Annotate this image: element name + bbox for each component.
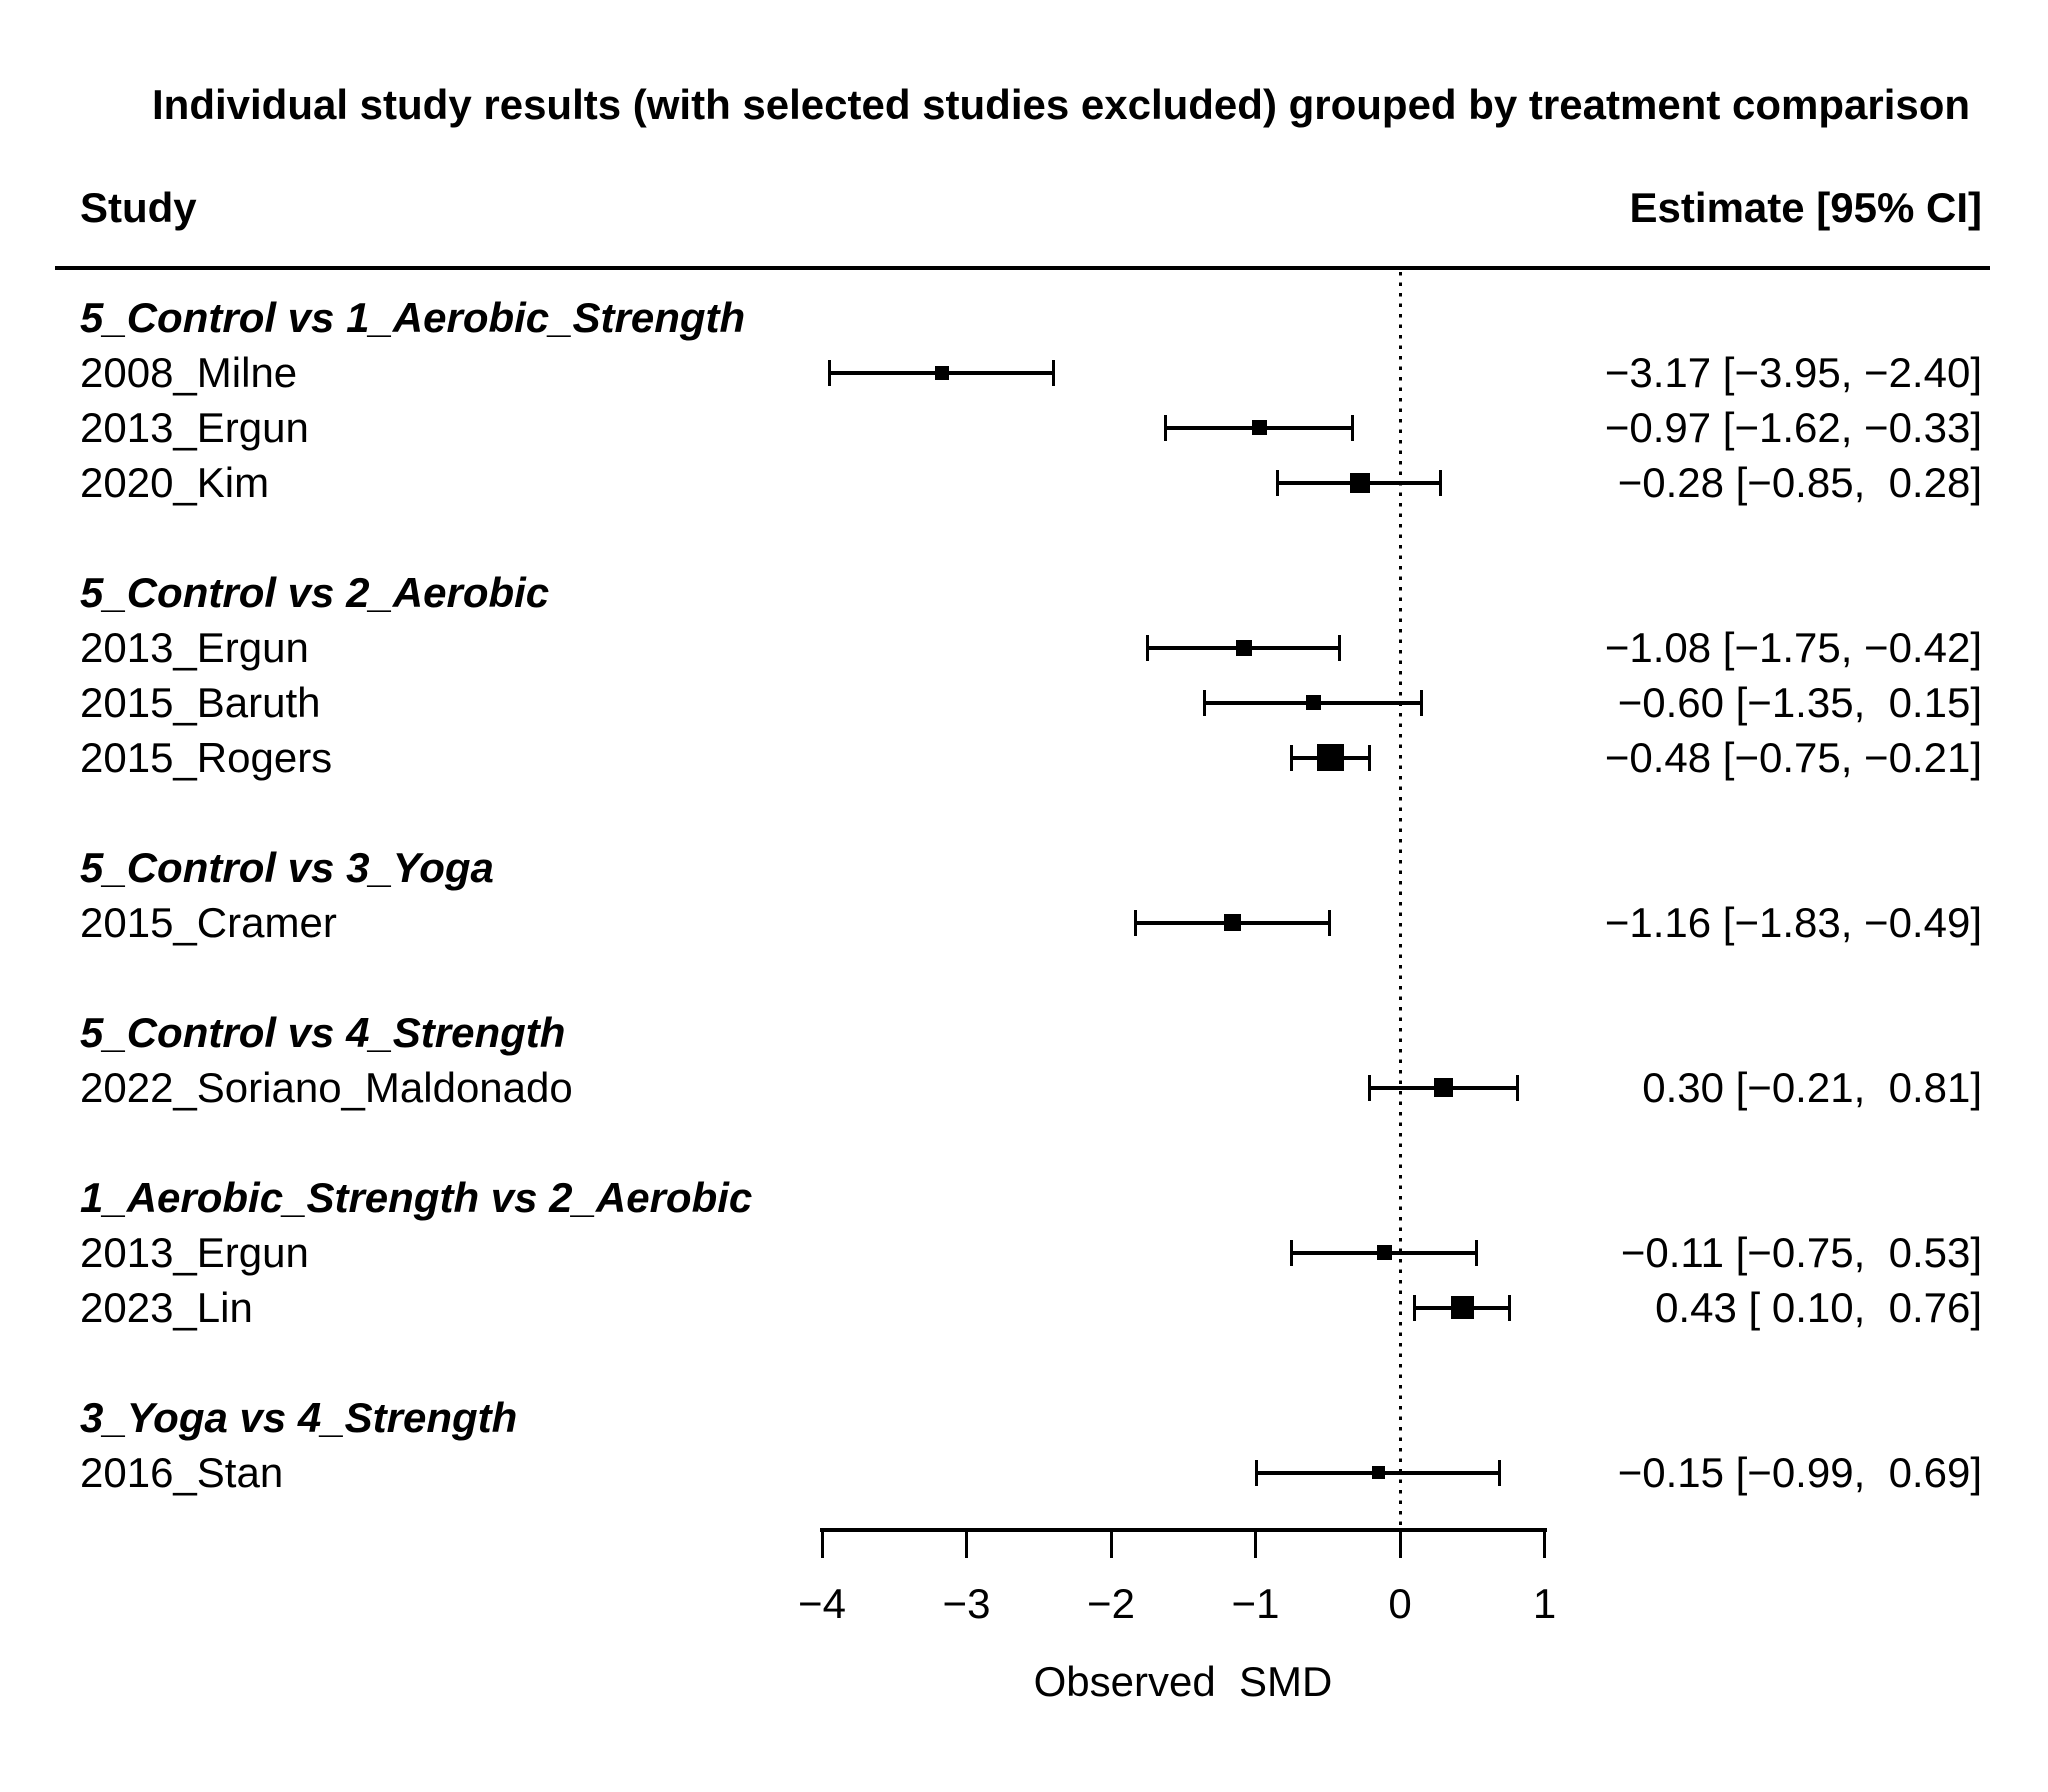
zero-reference-line — [1398, 272, 1402, 1528]
ci-cap-left — [827, 359, 831, 386]
estimate-text: −0.97 [−1.62, −0.33] — [1604, 404, 1982, 451]
study-label: 2015_Baruth — [80, 679, 321, 726]
estimate-text: −0.48 [−0.75, −0.21] — [1604, 734, 1982, 781]
estimate-text: −0.28 [−0.85, 0.28] — [1617, 459, 1982, 506]
x-axis-line — [820, 1528, 1547, 1532]
ci-cap-left — [1290, 744, 1294, 771]
column-header-estimate: Estimate [95% CI] — [1629, 184, 1982, 231]
point-estimate-square — [934, 365, 949, 380]
group-row: 1_Aerobic_Strength vs 2_Aerobic — [0, 1170, 2048, 1225]
study-row: 2015_Baruth −0.60 [−1.35, 0.15] — [0, 675, 2048, 730]
study-label: 2016_Stan — [80, 1449, 284, 1496]
study-label: 2013_Ergun — [80, 404, 309, 451]
ci-cap-left — [1412, 1294, 1416, 1321]
study-row: 2008_Milne −3.17 [−3.95, −2.40] — [0, 345, 2048, 400]
x-axis-tick-label: 1 — [1532, 1580, 1557, 1627]
x-axis-tick — [965, 1530, 968, 1558]
estimate-text: 0.43 [ 0.10, 0.76] — [1655, 1284, 1982, 1331]
study-label: 2013_Ergun — [80, 624, 309, 671]
point-estimate-square — [1371, 1466, 1385, 1479]
group-header-label: 3_Yoga vs 4_Strength — [80, 1394, 518, 1441]
group-row: 5_Control vs 3_Yoga — [0, 840, 2048, 895]
point-estimate-square — [1450, 1296, 1474, 1319]
study-row: 2023_Lin 0.43 [ 0.10, 0.76] — [0, 1280, 2048, 1335]
study-label: 2008_Milne — [80, 349, 298, 396]
ci-cap-left — [1368, 1074, 1372, 1101]
study-row: 2015_Rogers −0.48 [−0.75, −0.21] — [0, 730, 2048, 785]
study-label: 2015_Rogers — [80, 734, 333, 781]
x-axis-title: Observed SMD — [1033, 1658, 1333, 1705]
study-row: 2020_Kim −0.28 [−0.85, 0.28] — [0, 455, 2048, 510]
x-axis-tick-label: 0 — [1388, 1580, 1412, 1627]
group-header-label: 1_Aerobic_Strength vs 2_Aerobic — [80, 1174, 753, 1221]
ci-cap-right — [1337, 634, 1341, 661]
ci-cap-left — [1255, 1459, 1259, 1486]
x-axis-tick-label: −3 — [942, 1580, 991, 1627]
study-row: 2015_Cramer −1.16 [−1.83, −0.49] — [0, 895, 2048, 950]
group-row: 3_Yoga vs 4_Strength — [0, 1390, 2048, 1445]
ci-cap-left — [1134, 909, 1138, 936]
estimate-text: −0.15 [−0.99, 0.69] — [1617, 1449, 1982, 1496]
estimate-text: −3.17 [−3.95, −2.40] — [1604, 349, 1982, 396]
study-label: 2023_Lin — [80, 1284, 253, 1331]
ci-cap-left — [1145, 634, 1149, 661]
estimate-text: −0.11 [−0.75, 0.53] — [1620, 1229, 1982, 1276]
x-axis-tick — [820, 1530, 824, 1558]
group-header-label: 5_Control vs 3_Yoga — [80, 844, 494, 891]
figure-title: Individual study results (with selected … — [152, 81, 1971, 128]
estimate-text: −1.16 [−1.83, −0.49] — [1604, 899, 1982, 946]
point-estimate-square — [1349, 472, 1370, 493]
group-row: 5_Control vs 4_Strength — [0, 1005, 2048, 1060]
column-header-study: Study — [80, 184, 197, 231]
group-header-label: 5_Control vs 4_Strength — [80, 1009, 566, 1056]
group-header-label: 5_Control vs 1_Aerobic_Strength — [80, 294, 746, 341]
x-axis-tick-label: −1 — [1231, 1580, 1280, 1627]
ci-cap-right — [1327, 909, 1331, 936]
x-axis-tick — [1398, 1530, 1402, 1558]
estimate-text: −0.60 [−1.35, 0.15] — [1617, 679, 1982, 726]
study-label: 2022_Soriano_Maldonado — [80, 1064, 573, 1111]
ci-cap-right — [1508, 1294, 1512, 1321]
study-label: 2015_Cramer — [80, 899, 337, 946]
group-row: 5_Control vs 2_Aerobic — [0, 565, 2048, 620]
ci-cap-right — [1368, 744, 1372, 771]
x-axis-tick-label: −2 — [1087, 1580, 1135, 1627]
estimate-text: −1.08 [−1.75, −0.42] — [1604, 624, 1982, 671]
ci-cap-left — [1203, 689, 1207, 716]
x-axis-tick — [1109, 1530, 1113, 1558]
ci-cap-right — [1350, 414, 1354, 441]
study-row: 2013_Ergun −1.08 [−1.75, −0.42] — [0, 620, 2048, 675]
point-estimate-square — [1433, 1078, 1453, 1097]
ci-cap-left — [1275, 469, 1279, 496]
study-row: 2013_Ergun −0.97 [−1.62, −0.33] — [0, 400, 2048, 455]
ci-cap-right — [1438, 469, 1442, 496]
study-row: 2016_Stan −0.15 [−0.99, 0.69] — [0, 1445, 2048, 1500]
ci-cap-left — [1164, 414, 1168, 441]
header-rule — [55, 266, 1990, 270]
x-axis-tick — [1254, 1530, 1257, 1558]
ci-cap-right — [1475, 1239, 1479, 1266]
x-axis-tick-label: −4 — [798, 1580, 846, 1627]
point-estimate-square — [1317, 744, 1345, 771]
point-estimate-square — [1376, 1245, 1392, 1260]
point-estimate-square — [1252, 420, 1268, 435]
study-label: 2013_Ergun — [80, 1229, 309, 1276]
ci-cap-right — [1420, 689, 1424, 716]
study-label: 2020_Kim — [80, 459, 270, 506]
ci-cap-right — [1515, 1074, 1519, 1101]
group-header-label: 5_Control vs 2_Aerobic — [80, 569, 550, 616]
ci-cap-right — [1498, 1459, 1502, 1486]
estimate-text: 0.30 [−0.21, 0.81] — [1642, 1064, 1982, 1111]
study-row: 2022_Soriano_Maldonado 0.30 [−0.21, 0.81] — [0, 1060, 2048, 1115]
ci-cap-right — [1051, 359, 1055, 386]
ci-cap-left — [1290, 1239, 1294, 1266]
study-row: 2013_Ergun −0.11 [−0.75, 0.53] — [0, 1225, 2048, 1280]
point-estimate-square — [1223, 914, 1241, 931]
point-estimate-square — [1235, 639, 1252, 656]
x-axis-tick — [1543, 1530, 1546, 1558]
point-estimate-square — [1305, 695, 1321, 710]
group-row: 5_Control vs 1_Aerobic_Strength — [0, 290, 2048, 345]
